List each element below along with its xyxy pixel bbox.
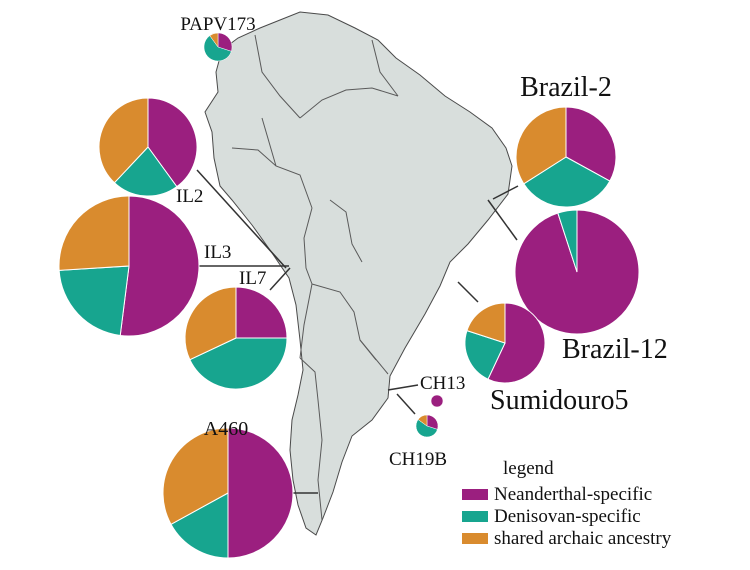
pie-slice-a460-neanderthal: [227, 427, 294, 559]
legend-title: legend: [503, 458, 554, 479]
pie-slice-ch19b-shared: [417, 414, 428, 427]
pie-slice-a460-denisovan: [170, 492, 229, 559]
pie-slice-il3-denisovan: [58, 265, 130, 337]
pie-il2: [98, 97, 198, 197]
label-a460: A460: [204, 418, 248, 440]
pie-slice-il7-shared: [184, 286, 237, 361]
label-il3: IL3: [204, 242, 231, 263]
pie-sumidouro5: [464, 302, 546, 384]
pie-brazil2: [515, 106, 617, 208]
legend: legend Neanderthal-specific Denisovan-sp…: [462, 458, 672, 549]
pie-slice-il7-denisovan: [189, 337, 288, 390]
pie-slice-brazil2-shared: [515, 106, 567, 185]
legend-label-neanderthal: Neanderthal-specific: [494, 484, 652, 505]
label-ch19b: CH19B: [389, 449, 447, 470]
pie-slice-papv173-shared: [209, 32, 219, 48]
pie-slice-sumidouro5-shared: [466, 302, 506, 344]
legend-swatch-shared: [462, 533, 488, 544]
south-america-landmass: [204, 11, 513, 536]
pie-il7: [184, 286, 288, 390]
pie-slice-sumidouro5-neanderthal: [487, 302, 546, 384]
pie-brazil12: [514, 209, 640, 335]
label-brazil2: Brazil-2: [520, 72, 612, 103]
pie-slice-il2-denisovan: [113, 146, 178, 197]
pie-a460: [162, 427, 294, 559]
label-ch13: CH13: [420, 373, 465, 394]
pie-slice-brazil2-neanderthal: [565, 106, 617, 182]
legend-swatch-neanderthal: [462, 489, 488, 500]
label-sumidouro5: Sumidouro5: [490, 385, 628, 416]
pie-slice-sumidouro5-denisovan: [464, 330, 506, 380]
pie-slice-brazil12-denisovan: [557, 209, 578, 273]
pointer-lines: [178, 169, 519, 494]
label-il7: IL7: [239, 268, 266, 289]
pie-slice-ch19b-denisovan: [415, 419, 438, 438]
pie-slice-brazil2-denisovan: [523, 156, 611, 208]
pie-ch19b: [415, 414, 439, 438]
legend-label-denisovan: Denisovan-specific: [494, 506, 641, 527]
pie-slice-il7-neanderthal: [235, 286, 288, 339]
pie-slice-il3-neanderthal: [119, 195, 200, 337]
label-brazil12: Brazil-12: [562, 334, 668, 365]
pie-slice-papv173-neanderthal: [217, 32, 233, 52]
pie-slice-a460-shared: [162, 427, 229, 525]
legend-swatch-denisovan: [462, 511, 488, 522]
pie-ch13: [430, 394, 444, 408]
pie-slice-papv173-denisovan: [203, 35, 232, 62]
pie-slice-il2-shared: [98, 97, 149, 184]
legend-label-shared: shared archaic ancestry: [494, 528, 672, 549]
pie-slice-il3-shared: [58, 195, 130, 271]
label-il2: IL2: [176, 186, 203, 207]
label-papv173: PAPV173: [180, 14, 255, 35]
pie-il3: [58, 195, 200, 337]
country-borders: [231, 34, 399, 521]
pie-slice-il2-neanderthal: [147, 97, 198, 188]
pie-papv173: [203, 32, 233, 62]
pie-slice-ch13-neanderthal: [430, 394, 444, 408]
